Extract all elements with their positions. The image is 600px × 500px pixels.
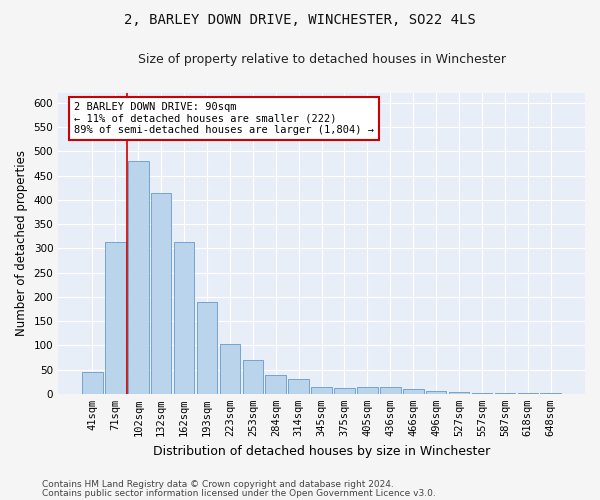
Bar — [151, 194, 172, 394]
Bar — [357, 388, 378, 394]
Bar — [174, 242, 194, 394]
Bar — [220, 344, 240, 394]
Bar — [334, 388, 355, 394]
Text: 2, BARLEY DOWN DRIVE, WINCHESTER, SO22 4LS: 2, BARLEY DOWN DRIVE, WINCHESTER, SO22 4… — [124, 12, 476, 26]
Text: 2 BARLEY DOWN DRIVE: 90sqm
← 11% of detached houses are smaller (222)
89% of sem: 2 BARLEY DOWN DRIVE: 90sqm ← 11% of deta… — [74, 102, 374, 136]
Bar — [128, 161, 149, 394]
Bar — [426, 392, 446, 394]
Y-axis label: Number of detached properties: Number of detached properties — [15, 150, 28, 336]
Title: Size of property relative to detached houses in Winchester: Size of property relative to detached ho… — [137, 52, 506, 66]
Bar — [265, 376, 286, 394]
Bar — [105, 242, 125, 394]
Bar — [380, 388, 401, 394]
Bar — [242, 360, 263, 394]
Text: Contains HM Land Registry data © Crown copyright and database right 2024.: Contains HM Land Registry data © Crown c… — [42, 480, 394, 489]
Bar — [403, 390, 424, 394]
X-axis label: Distribution of detached houses by size in Winchester: Distribution of detached houses by size … — [153, 444, 490, 458]
Bar — [197, 302, 217, 394]
Bar — [82, 372, 103, 394]
Text: Contains public sector information licensed under the Open Government Licence v3: Contains public sector information licen… — [42, 488, 436, 498]
Bar — [289, 380, 309, 394]
Bar — [311, 386, 332, 394]
Bar — [449, 392, 469, 394]
